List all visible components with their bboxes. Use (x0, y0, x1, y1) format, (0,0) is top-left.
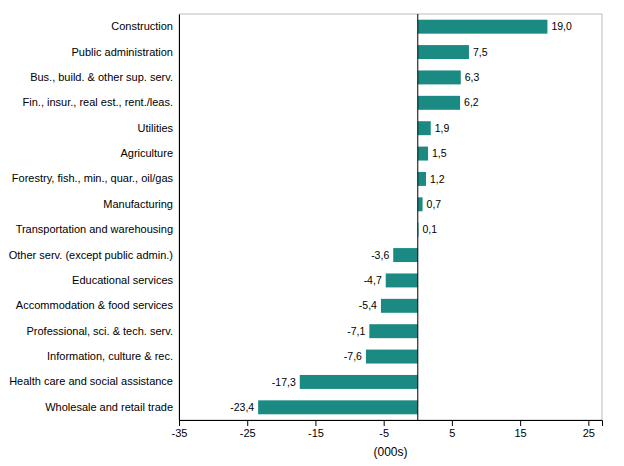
y-tick: Information, culture & rec. (47, 350, 173, 362)
y-tick: Other serv. (except public admin.) (9, 249, 173, 261)
y-tick: Manufacturing (103, 198, 173, 210)
x-tick-mark (384, 420, 385, 426)
bar (418, 70, 461, 84)
y-tick-label: Fin., insur., real est., rent./leas. (23, 96, 173, 108)
x-tick: -15 (308, 420, 324, 439)
y-tick-label: Utilities (138, 122, 174, 134)
y-axis-line (179, 15, 180, 421)
data-label: -7,1 (347, 325, 365, 337)
zero-line (417, 14, 418, 420)
y-tick: Wholesale and retail trade (45, 401, 173, 413)
data-label: -7,6 (344, 350, 362, 362)
bar (418, 96, 460, 110)
y-axis: Construction Public administration Bus., b… (9, 15, 180, 421)
data-labels: 19,0 7,5 6,3 6,2 1,9 1,5 1,2 0,7 0,1 -3,6 -4,7 -5,4… (230, 20, 572, 413)
plot-frame (179, 14, 602, 420)
x-tick: 15 (515, 420, 527, 439)
y-tick: Agriculture (120, 147, 173, 159)
x-tick-label: 15 (515, 427, 527, 439)
x-tick: -25 (240, 420, 256, 439)
y-tick: Forestry, fish., min., quar., oil/gas (12, 172, 174, 184)
y-tick-label: Agriculture (120, 147, 173, 159)
y-tick-label: Transportation and warehousing (16, 223, 173, 235)
bar (418, 121, 431, 135)
y-tick-label: Manufacturing (103, 198, 173, 210)
bar (366, 350, 418, 364)
data-label: 1,2 (430, 173, 445, 185)
bar (418, 20, 548, 34)
data-label: 0,1 (422, 223, 437, 235)
x-axis-title: (000s) (373, 445, 407, 459)
data-label: 1,9 (435, 122, 450, 134)
bar (369, 324, 417, 338)
y-tick-label: Public administration (72, 46, 174, 58)
y-tick-label: Bus., build. & other sup. serv. (30, 71, 173, 83)
y-tick: Public administration (72, 46, 174, 58)
y-tick: Construction (111, 20, 173, 32)
x-tick-mark (520, 420, 521, 426)
x-tick-label: -5 (379, 427, 389, 439)
y-tick: Transportation and warehousing (16, 223, 173, 235)
x-tick-mark (588, 420, 589, 426)
y-tick-label: Health care and social assistance (9, 375, 173, 387)
data-label: -5,4 (359, 299, 377, 311)
y-tick-label: Other serv. (except public admin.) (9, 249, 173, 261)
bar (418, 45, 469, 59)
data-label: 6,3 (465, 71, 480, 83)
bar (418, 197, 423, 211)
data-label: 0,7 (427, 198, 442, 210)
x-tick-label: -15 (308, 427, 324, 439)
y-tick: Utilities (138, 122, 174, 134)
bar (381, 299, 418, 313)
x-tick: -5 (379, 420, 389, 439)
x-tick-mark (452, 420, 453, 426)
x-axis-line (180, 421, 603, 427)
chart-svg: 19,0 7,5 6,3 6,2 1,9 1,5 1,2 0,7 0,1 -3,6 -4,7 -5,4… (0, 0, 624, 466)
data-label: 6,2 (464, 96, 479, 108)
y-tick: Accommodation & food services (16, 299, 174, 311)
x-tick-mark (247, 420, 248, 426)
bar (418, 172, 426, 186)
y-tick-label: Wholesale and retail trade (45, 401, 173, 413)
data-label: 7,5 (473, 46, 488, 58)
bars (258, 20, 547, 415)
bar (393, 248, 418, 262)
x-tick-label: -25 (240, 427, 256, 439)
x-tick-label: -35 (172, 427, 188, 439)
data-label: -3,6 (371, 249, 389, 261)
y-tick: Fin., insur., real est., rent./leas. (23, 96, 173, 108)
y-tick-label: Educational services (72, 274, 173, 286)
bar (386, 273, 418, 287)
bar (258, 400, 418, 414)
x-tick-label: 25 (583, 427, 595, 439)
x-tick-label: 5 (449, 427, 455, 439)
x-axis: -35 -25 -15 -5 5 15 25 (172, 420, 603, 439)
x-tick: -35 (172, 420, 188, 439)
x-tick-mark (315, 420, 316, 426)
y-tick: Educational services (72, 274, 173, 286)
y-tick-label: Information, culture & rec. (47, 350, 173, 362)
data-label: -17,3 (272, 376, 296, 388)
x-tick-mark (179, 420, 180, 426)
data-label: 19,0 (551, 20, 572, 32)
bar (418, 147, 428, 161)
y-tick: Health care and social assistance (9, 375, 173, 387)
y-tick-label: Professional, sci. & tech. serv. (26, 325, 173, 337)
plot: 19,0 7,5 6,3 6,2 1,9 1,5 1,2 0,7 0,1 -3,6 -4,7 -5,4… (9, 14, 603, 439)
x-tick: 25 (583, 420, 595, 439)
y-tick: Bus., build. & other sup. serv. (30, 71, 173, 83)
data-label: -4,7 (364, 274, 382, 286)
y-tick-label: Forestry, fish., min., quar., oil/gas (12, 172, 174, 184)
data-label: 1,5 (432, 147, 447, 159)
y-tick-label: Construction (111, 20, 173, 32)
x-tick: 5 (449, 420, 455, 439)
bar (300, 375, 418, 389)
data-label: -23,4 (230, 401, 254, 413)
y-tick: Professional, sci. & tech. serv. (26, 325, 173, 337)
chart-container: 19,0 7,5 6,3 6,2 1,9 1,5 1,2 0,7 0,1 -3,6 -4,7 -5,4… (0, 0, 624, 466)
y-tick-label: Accommodation & food services (16, 299, 174, 311)
